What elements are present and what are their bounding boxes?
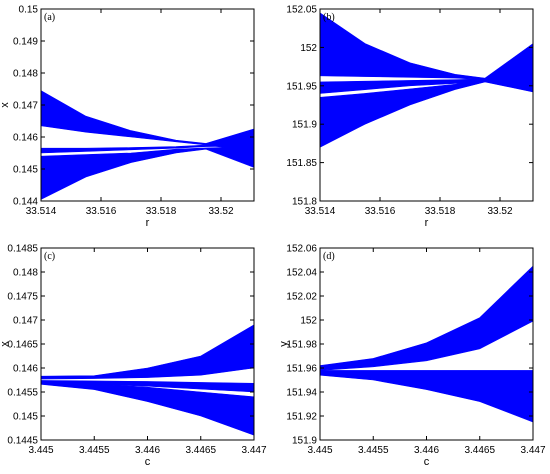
y-tick-label: 152.04 xyxy=(286,268,317,279)
axes-frame xyxy=(319,8,534,202)
y-tick-label: 151.85 xyxy=(286,158,317,169)
y-tick-label: 0.149 xyxy=(13,37,38,48)
y-tick-label: 0.1485 xyxy=(7,244,38,255)
x-tick-label: 3.445 xyxy=(307,445,332,456)
band-3 xyxy=(41,146,254,200)
y-tick-label: 152.06 xyxy=(286,244,317,255)
x-tick-label: 33.514 xyxy=(26,206,57,217)
band-2 xyxy=(41,144,254,154)
y-tick-label: 0.146 xyxy=(13,133,38,144)
x-tick-label: 33.52 xyxy=(208,206,233,217)
y-tick-label: 0.1475 xyxy=(7,292,38,303)
y-tick-label: 0.145 xyxy=(13,165,38,176)
y-tick-label: 0.147 xyxy=(13,316,38,327)
band-3 xyxy=(320,43,533,148)
y-tick-label: 151.95 xyxy=(286,81,317,92)
y-tick-label: 0.1445 xyxy=(7,436,38,447)
y-tick-label: 151.92 xyxy=(286,412,317,423)
x-tick-label: 3.447 xyxy=(241,445,266,456)
x-tick-label: 3.4455 xyxy=(79,445,110,456)
y-tick-label: 151.9 xyxy=(292,120,317,131)
y-tick-label: 152.02 xyxy=(286,292,317,303)
band-group xyxy=(320,12,533,148)
panel-2: 33.514 33.516 33.518 33.52 151.8 151.85 151.9 1… xyxy=(286,5,534,229)
band-1 xyxy=(41,90,254,152)
y-tick-label: 0.15 xyxy=(19,5,39,16)
x-axis-label: c xyxy=(145,456,151,468)
band-1 xyxy=(320,12,533,85)
panel-label: (b) xyxy=(323,12,335,23)
band-group xyxy=(41,90,254,200)
band-1 xyxy=(320,265,533,371)
panel-label: (a) xyxy=(44,12,55,23)
y-axis-label: x xyxy=(0,102,11,108)
y-tick-label: 0.1455 xyxy=(7,388,38,399)
x-tick-label: 33.518 xyxy=(425,206,456,217)
band-3 xyxy=(41,382,254,436)
y-tick-label: 0.144 xyxy=(13,197,38,208)
x-tick-label: 33.518 xyxy=(146,206,177,217)
y-tick-label: 151.94 xyxy=(286,388,317,399)
panel-label: (d) xyxy=(323,251,335,262)
y-tick-label: 0.1465 xyxy=(7,340,38,351)
panel-4: 3.445 3.4455 3.446 3.4465 3.447 151.9 151.92 15… xyxy=(278,244,546,469)
y-tick-label: 0.147 xyxy=(13,101,38,112)
band-group xyxy=(41,324,254,436)
y-axis-label: x xyxy=(0,341,11,347)
x-tick-label: 3.447 xyxy=(520,445,545,456)
x-axis-label: r xyxy=(425,217,429,229)
y-tick-label: 0.148 xyxy=(13,69,38,80)
x-tick-label: 3.446 xyxy=(135,445,160,456)
band-1 xyxy=(41,324,254,380)
x-tick-label: 3.4455 xyxy=(358,445,389,456)
y-tick-label: 0.145 xyxy=(13,412,38,423)
y-tick-label: 152 xyxy=(300,43,317,54)
x-tick-label: 3.445 xyxy=(28,445,53,456)
panel-3: 3.445 3.4455 3.446 3.4465 3.447 0.1445 0.145 0.… xyxy=(0,244,267,469)
x-tick-label: 33.516 xyxy=(86,206,117,217)
x-tick-label: 33.516 xyxy=(365,206,396,217)
x-tick-label: 33.52 xyxy=(487,206,512,217)
band-2 xyxy=(320,77,533,94)
y-axis-label: y xyxy=(278,341,290,347)
band-3 xyxy=(320,372,533,423)
y-tick-label: 0.146 xyxy=(13,364,38,375)
x-axis-label: r xyxy=(146,217,150,229)
panel-label: (c) xyxy=(44,251,55,262)
x-tick-label: 3.4465 xyxy=(185,445,216,456)
y-tick-label: 151.9 xyxy=(292,436,317,447)
x-axis-label: c xyxy=(424,456,430,468)
y-tick-label: 152 xyxy=(300,316,317,327)
y-tick-label: 151.8 xyxy=(292,197,317,208)
y-tick-label: 152.05 xyxy=(286,5,317,16)
x-tick-label: 3.4465 xyxy=(464,445,495,456)
y-tick-label: 151.96 xyxy=(286,364,317,375)
band-group xyxy=(320,265,533,423)
panel-1: 33.514 33.516 33.518 33.52 0.144 0.145 0.146 0.… xyxy=(0,5,255,229)
y-tick-label: 151.98 xyxy=(286,340,317,351)
x-tick-label: 3.446 xyxy=(414,445,439,456)
y-tick-label: 0.148 xyxy=(13,268,38,279)
x-tick-label: 33.514 xyxy=(305,206,336,217)
